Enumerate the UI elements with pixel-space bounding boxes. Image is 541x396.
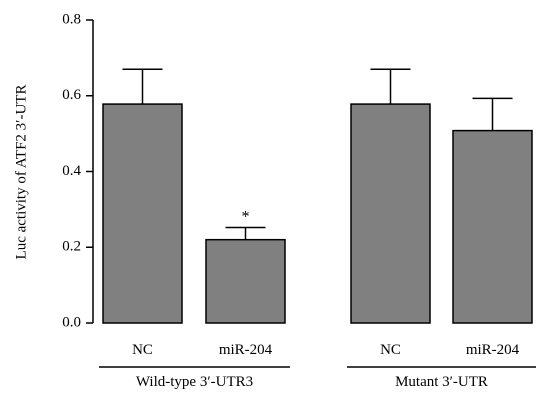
y-axis-title: Luc activity of ATF2 3′-UTR: [13, 85, 29, 260]
category-label: NC: [132, 342, 153, 358]
y-ticks: 0.0 0.2 0.4 0.6 0.8: [62, 11, 93, 330]
category-label: miR-204: [219, 342, 273, 358]
category-label: NC: [380, 342, 401, 358]
y-tick-label: 0.8: [62, 11, 81, 27]
category-label: miR-204: [466, 342, 520, 358]
group-label: Mutant 3′-UTR: [395, 374, 488, 390]
y-tick-label: 0.6: [62, 87, 81, 103]
group-label: Wild-type 3′-UTR3: [136, 374, 253, 390]
y-axis: 0.0 0.2 0.4 0.6 0.8: [62, 11, 94, 330]
y-tick-label: 0.4: [62, 163, 81, 179]
y-tick-label: 0.2: [62, 239, 81, 255]
y-tick-label: 0.0: [62, 314, 81, 330]
x-axis-labels: NC miR-204 Wild-type 3′-UTR3 NC miR-204 Mutan…: [99, 342, 536, 390]
significance-marker: *: [242, 209, 250, 226]
bar: [350, 103, 431, 324]
bar: [205, 238, 286, 324]
bars: *: [102, 68, 533, 324]
bar: [452, 129, 533, 324]
bar: [102, 103, 183, 324]
